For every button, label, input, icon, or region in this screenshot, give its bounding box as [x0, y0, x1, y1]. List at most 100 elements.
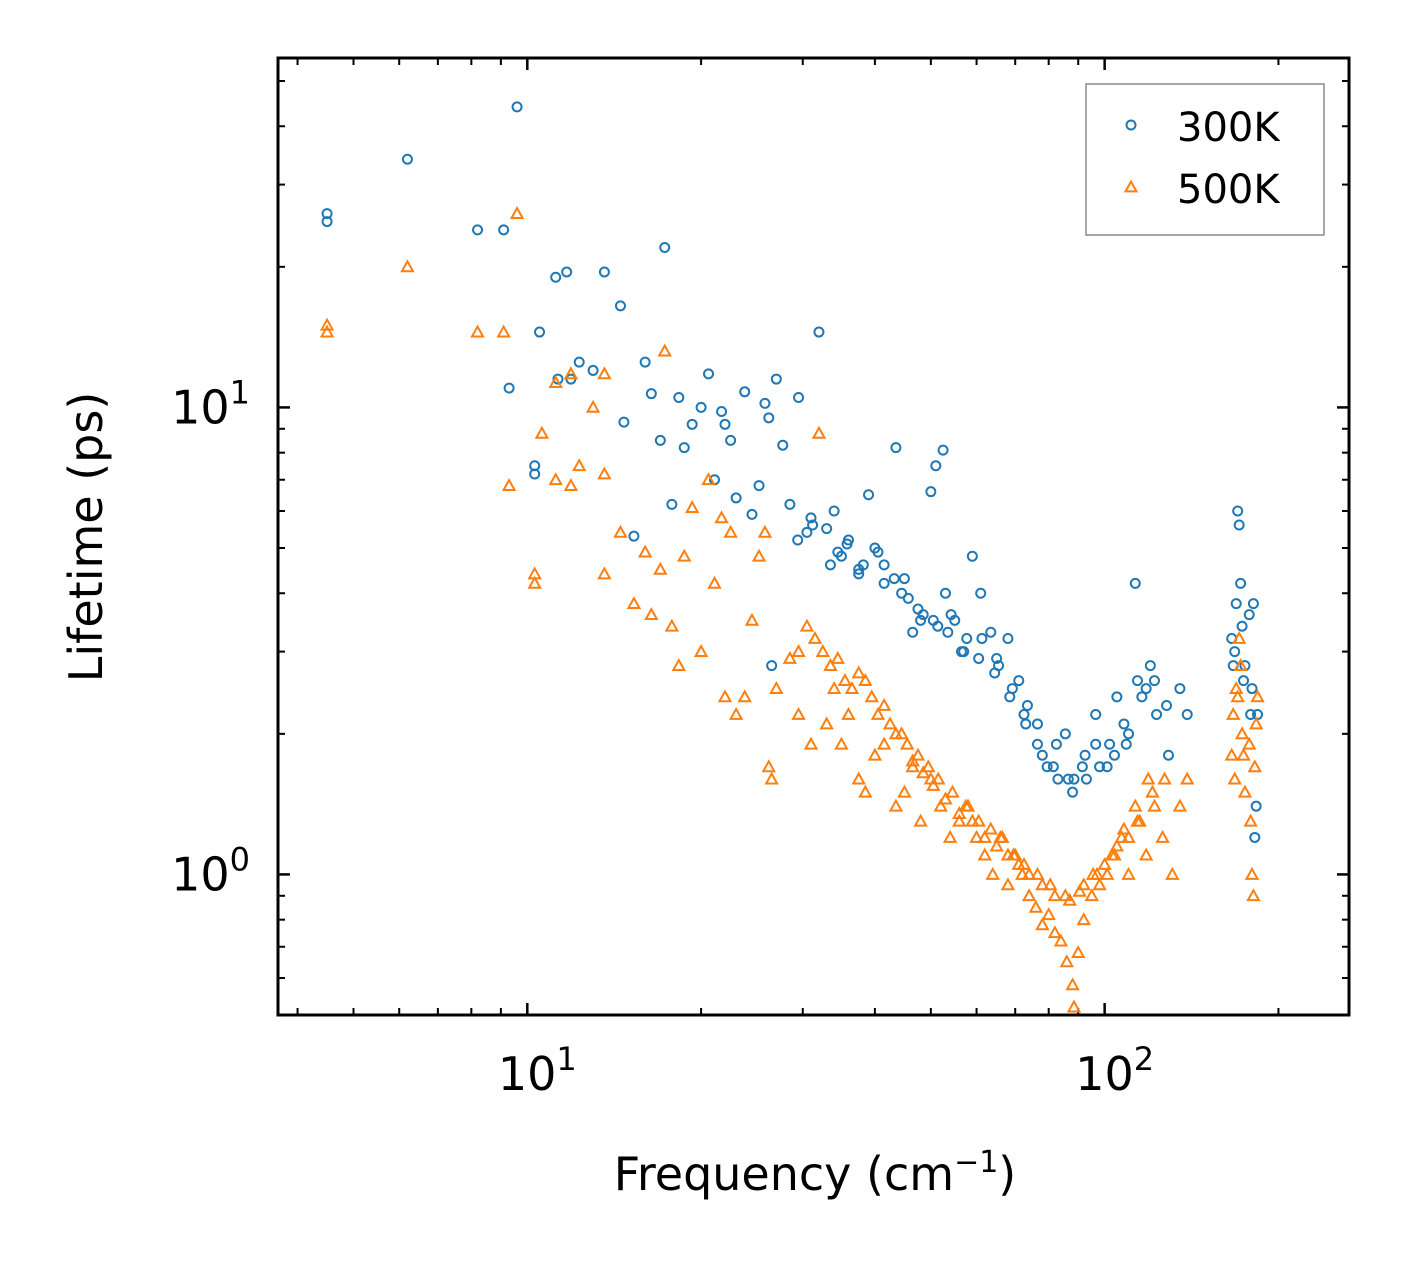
point-500K [637, 544, 653, 558]
point-300K [666, 498, 678, 510]
point-500K [1062, 892, 1077, 906]
point-300K [942, 626, 954, 638]
point-500K [1230, 689, 1245, 703]
point-300K [853, 568, 865, 580]
point-500K [1104, 847, 1120, 861]
point-300K [1068, 773, 1080, 785]
point-300K [1250, 800, 1262, 812]
point-300K [991, 652, 1003, 664]
point-500K [1053, 933, 1069, 947]
point-300K [1059, 728, 1071, 740]
x-axis-label: Frequency (cm−1) [614, 1145, 1017, 1201]
point-300K [1235, 577, 1247, 589]
legend-frame [1085, 83, 1325, 236]
point-500K [1066, 999, 1082, 1013]
y-axis-label: Lifetime (ps) [59, 392, 113, 683]
point-500K [1141, 771, 1156, 785]
point-300K [1036, 749, 1048, 761]
point-500K [965, 813, 980, 827]
legend-markers [1123, 119, 1139, 193]
point-300K [511, 101, 523, 113]
point-300K [973, 652, 985, 664]
point-500K [1021, 866, 1037, 880]
point-500K [761, 759, 777, 773]
point-500K [1138, 847, 1154, 861]
point-500K [496, 324, 511, 338]
point-500K [534, 425, 550, 439]
point-500K [913, 813, 928, 827]
point-500K [1247, 759, 1262, 773]
point-300K [925, 486, 937, 498]
point-300K [1151, 709, 1163, 721]
point-500K [826, 681, 842, 694]
legend-label-500k: 500K [1177, 167, 1281, 213]
point-500K [977, 847, 992, 861]
point-300K [1233, 519, 1245, 531]
point-500K [1155, 829, 1170, 843]
point-500K [572, 458, 587, 472]
point-300K [686, 418, 698, 430]
point-500K [319, 324, 335, 338]
point-500K [597, 366, 612, 380]
point-500K [644, 607, 659, 621]
point-500K [1041, 907, 1056, 921]
point-500K [1227, 771, 1242, 785]
point-500K [989, 838, 1004, 852]
point-300K [716, 406, 728, 418]
point-300K [878, 559, 890, 571]
point-500K [803, 736, 819, 750]
point-500K [1109, 838, 1125, 852]
point-300K [1118, 718, 1130, 730]
point-500K [870, 706, 886, 720]
point-300K [1104, 738, 1116, 750]
point-300K [534, 326, 546, 338]
point-500K [844, 681, 860, 694]
point-500K [876, 697, 892, 711]
point-500K [819, 716, 834, 730]
point-300K [985, 626, 997, 638]
point-300K [730, 492, 742, 504]
point-300K [805, 512, 817, 524]
point-500K [1145, 784, 1160, 798]
point-500K [830, 650, 846, 664]
point-300K [1123, 728, 1135, 740]
point-500K [684, 500, 700, 514]
point-300K [824, 559, 836, 571]
x-tick-label: 102 [1075, 1040, 1154, 1101]
point-500K [905, 753, 920, 767]
point-500K [1128, 798, 1143, 812]
point-500K [910, 747, 926, 761]
point-500K [585, 399, 601, 413]
plot-frame [276, 56, 1351, 1017]
point-500K [1236, 747, 1251, 761]
point-500K [1089, 866, 1105, 880]
point-300K [1062, 773, 1074, 785]
point-300K [561, 266, 573, 278]
point-500K [1059, 954, 1075, 968]
point-500K [1233, 658, 1248, 671]
point-500K [1246, 888, 1261, 902]
point-500K [1076, 877, 1091, 891]
point-500K [1243, 813, 1258, 827]
point-300K [753, 480, 765, 492]
point-500K [942, 829, 958, 843]
point-500K [1244, 866, 1260, 880]
point-500K [841, 706, 856, 720]
point-500K [921, 759, 936, 773]
point-500K [563, 478, 579, 492]
point-500K [1250, 689, 1265, 703]
point-500K [899, 736, 915, 750]
point-300K [863, 489, 875, 501]
point-300K [1031, 738, 1043, 750]
point-300K [966, 550, 978, 562]
point-500K [1043, 877, 1058, 891]
tick-labels: 101 102 100 101 [171, 373, 1154, 1101]
point-300K [1144, 660, 1156, 672]
point-500K [1234, 726, 1250, 740]
point-500K [470, 324, 485, 338]
point-300K [1243, 609, 1255, 621]
point-300K [401, 153, 413, 165]
point-500K [501, 478, 517, 492]
point-500K [933, 798, 948, 812]
point-300K [793, 392, 805, 404]
